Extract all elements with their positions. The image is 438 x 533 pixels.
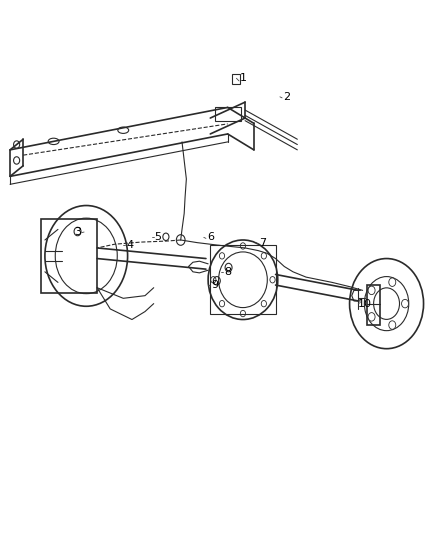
Text: 4: 4 xyxy=(126,240,133,251)
Circle shape xyxy=(211,277,216,283)
Circle shape xyxy=(219,253,225,259)
Text: 2: 2 xyxy=(283,92,290,102)
Text: 6: 6 xyxy=(207,232,214,243)
Circle shape xyxy=(261,301,266,307)
Circle shape xyxy=(389,278,396,286)
Circle shape xyxy=(240,310,246,317)
Text: 8: 8 xyxy=(224,267,231,277)
Circle shape xyxy=(368,313,375,321)
Circle shape xyxy=(261,253,266,259)
Circle shape xyxy=(270,277,275,283)
Text: 3: 3 xyxy=(74,227,81,237)
Text: 1: 1 xyxy=(240,73,247,83)
Text: 5: 5 xyxy=(155,232,162,243)
Text: 10: 10 xyxy=(358,298,372,309)
Circle shape xyxy=(402,300,409,308)
Text: 7: 7 xyxy=(259,238,266,248)
Text: 9: 9 xyxy=(211,280,218,290)
Circle shape xyxy=(368,286,375,295)
Circle shape xyxy=(389,321,396,329)
Circle shape xyxy=(219,301,225,307)
Circle shape xyxy=(240,243,246,249)
